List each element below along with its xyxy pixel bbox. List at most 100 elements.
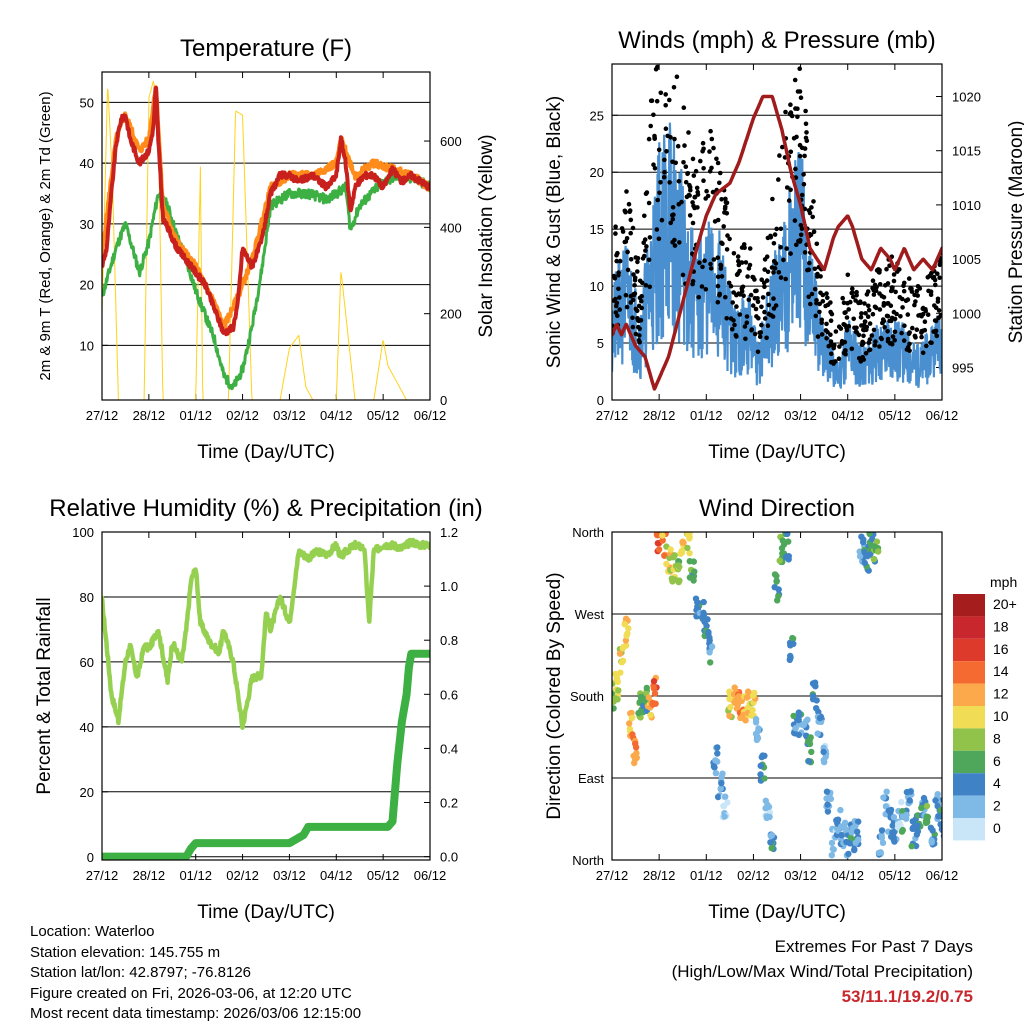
gust-point (637, 333, 642, 338)
temp-ytick-label: 50 (80, 95, 94, 110)
gust-point (836, 324, 842, 330)
gust-point (719, 274, 725, 279)
direction-point (748, 712, 755, 719)
gust-point (871, 292, 877, 297)
colorbar-swatch (953, 661, 985, 684)
rh-ytick-label: 0 (87, 850, 94, 865)
direction-point (667, 546, 674, 553)
gust-point (624, 236, 630, 241)
colorbar-swatch (953, 773, 985, 796)
location-text: Location: Waterloo (30, 923, 155, 940)
dir-frame (611, 531, 943, 861)
dir-plotarea (612, 532, 942, 859)
gust-point (846, 307, 851, 312)
gust-point (861, 333, 866, 339)
direction-point (727, 704, 734, 711)
gust-point (636, 324, 641, 330)
gust-point (932, 303, 937, 308)
gust-point (802, 153, 807, 159)
direction-point (934, 791, 941, 798)
gust-point (633, 331, 639, 337)
direction-point (618, 659, 626, 666)
gust-point (803, 108, 808, 114)
direction-point (707, 659, 714, 666)
rh-xtick-label: 06/12 (414, 868, 447, 883)
direction-point (843, 826, 850, 833)
gust-point (813, 313, 819, 319)
direction-point (899, 813, 906, 820)
direction-point (706, 637, 713, 644)
gust-point (697, 260, 702, 266)
gust-point (771, 270, 776, 275)
extremes-values: 53/11.1/19.2/0.75 (841, 987, 973, 1006)
direction-point (828, 839, 836, 847)
gust-point (701, 166, 706, 171)
gust-point (825, 295, 830, 301)
temp-xtick-label: 01/12 (179, 408, 212, 423)
gust-point (915, 284, 921, 289)
rh-xtick-label: 28/12 (133, 868, 166, 883)
rh-ylabel: Percent & Total Rainfall (34, 597, 55, 794)
gust-point (905, 312, 911, 317)
direction-point (937, 806, 942, 814)
direction-point (675, 578, 682, 586)
rh-xtick-label: 05/12 (367, 868, 400, 883)
temp-xtick-label: 05/12 (367, 408, 400, 423)
gust-point (862, 325, 867, 330)
gust-point (652, 166, 658, 171)
colorbar-label: 16 (993, 641, 1009, 657)
direction-point (820, 756, 827, 764)
direction-point (742, 717, 749, 724)
gust-point (798, 95, 804, 100)
gust-point (877, 282, 883, 287)
gust-point (718, 170, 723, 176)
gust-point (714, 156, 719, 162)
gust-point (819, 332, 825, 337)
dir-title: Wind Direction (699, 495, 855, 522)
direction-point (879, 839, 887, 846)
temp-y2tick-label: 0 (440, 393, 447, 408)
gust-point (644, 244, 649, 249)
gust-point (643, 283, 649, 288)
direction-point (718, 780, 725, 787)
temp-y2tick-label: 400 (440, 220, 462, 235)
gust-point (728, 316, 734, 321)
dir-xtick-label: 02/12 (737, 868, 770, 883)
gust-point (635, 259, 640, 265)
gust-point (858, 300, 863, 306)
gust-point (885, 336, 891, 342)
gust-point (844, 315, 850, 320)
direction-point (691, 568, 698, 575)
speed-colorbar: mph 20+ 18 16 14 12 10 8 6 4 2 0 (953, 574, 1017, 841)
gust-point (723, 294, 728, 300)
gust-point (762, 309, 767, 315)
direction-point (686, 535, 693, 542)
temp-plotarea (102, 80, 430, 400)
gust-point (833, 359, 838, 364)
temp-title: Temperature (F) (180, 35, 352, 62)
gust-point (843, 348, 848, 353)
temp-9m-line (102, 85, 430, 330)
gust-point (817, 301, 822, 307)
direction-point (625, 625, 632, 632)
gust-point (733, 333, 739, 338)
gust-point (700, 140, 706, 146)
gust-point (656, 236, 662, 242)
gust-point (743, 336, 748, 342)
gust-point (736, 262, 742, 268)
gust-point (662, 157, 667, 163)
gust-point (882, 325, 887, 330)
wind-y2tick-label: 1005 (952, 252, 981, 267)
rh-title: Relative Humidity (%) & Precipitation (i… (49, 495, 482, 522)
gust-point (925, 312, 931, 318)
gust-point (833, 329, 839, 334)
direction-point (806, 740, 814, 748)
gust-point (752, 277, 757, 282)
gust-point (655, 197, 660, 203)
gust-point (681, 105, 687, 110)
temp-ytick-label: 30 (80, 217, 94, 232)
gust-point (692, 194, 697, 200)
gust-point (890, 334, 896, 339)
gust-point (640, 256, 646, 261)
gust-point (656, 147, 662, 153)
